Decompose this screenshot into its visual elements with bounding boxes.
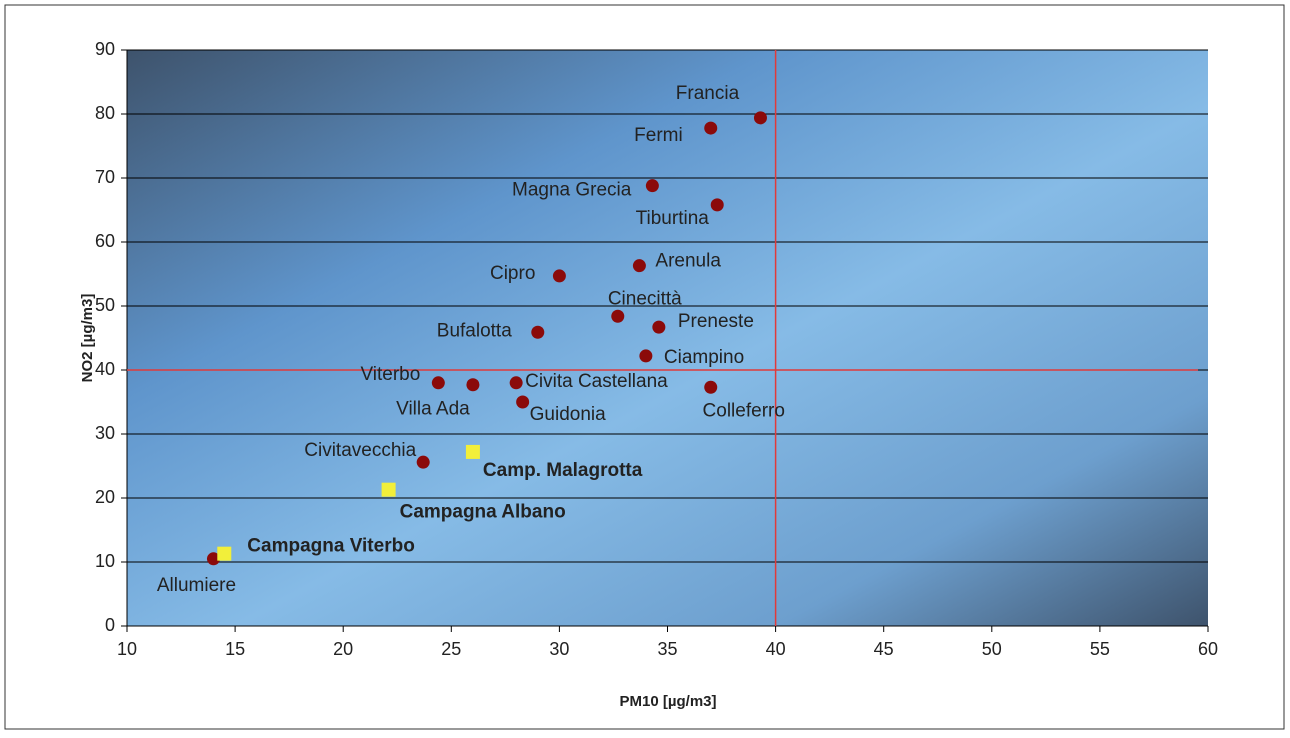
point-label: Francia <box>676 83 740 104</box>
y-tick-label: 40 <box>95 359 115 379</box>
x-tick-label: 15 <box>225 639 245 659</box>
x-tick-label: 55 <box>1090 639 1110 659</box>
y-tick-label: 0 <box>105 615 115 635</box>
point-label: Colleferro <box>703 400 785 421</box>
point <box>704 380 718 394</box>
y-tick-label: 70 <box>95 167 115 187</box>
y-tick-label: 10 <box>95 551 115 571</box>
x-tick-label: 35 <box>657 639 677 659</box>
x-tick-label: 45 <box>874 639 894 659</box>
point <box>206 552 220 566</box>
y-tick-label: 30 <box>95 423 115 443</box>
point-label: Fermi <box>634 125 683 146</box>
y-tick-label: 60 <box>95 231 115 251</box>
point <box>552 269 566 283</box>
y-tick-label: 50 <box>95 295 115 315</box>
point <box>652 320 666 334</box>
x-tick-label: 40 <box>766 639 786 659</box>
x-tick-label: 30 <box>549 639 569 659</box>
y-tick-label: 80 <box>95 103 115 123</box>
point <box>381 482 396 497</box>
point <box>217 546 232 561</box>
point <box>710 198 724 212</box>
point-label: Camp. Malagrotta <box>483 460 643 481</box>
point <box>431 376 445 390</box>
point-label: Cipro <box>490 263 535 284</box>
x-tick-label: 20 <box>333 639 353 659</box>
x-tick-label: 10 <box>117 639 137 659</box>
y-tick-label: 20 <box>95 487 115 507</box>
point <box>645 179 659 193</box>
point <box>632 259 646 273</box>
point-label: Cinecittà <box>608 288 682 309</box>
x-tick-label: 50 <box>982 639 1002 659</box>
point-label: Civitavecchia <box>304 440 416 461</box>
point-label: Allumiere <box>157 575 236 596</box>
point-label: Bufalotta <box>437 320 512 341</box>
point <box>753 111 767 125</box>
point <box>704 121 718 135</box>
point-label: Guidonia <box>530 404 606 425</box>
point <box>531 325 545 339</box>
point-label: Campagna Viterbo <box>247 536 415 557</box>
point-label: Arenula <box>655 251 721 272</box>
point-label: Preneste <box>678 311 754 332</box>
point <box>516 395 530 409</box>
point-label: Tiburtina <box>636 208 710 229</box>
point <box>465 444 480 459</box>
point <box>639 349 653 363</box>
point-label: Villa Ada <box>396 399 470 420</box>
point-label: Magna Grecia <box>512 180 632 201</box>
x-tick-label: 60 <box>1198 639 1218 659</box>
point-label: Ciampino <box>664 347 744 368</box>
point <box>509 376 523 390</box>
point <box>611 309 625 323</box>
y-tick-label: 90 <box>95 39 115 59</box>
x-axis-title: PM10 [µg/m3] <box>620 693 717 710</box>
point-label: Campagna Albano <box>400 502 566 523</box>
point-label: Viterbo <box>360 364 420 385</box>
point <box>416 455 430 469</box>
x-tick-label: 25 <box>441 639 461 659</box>
y-axis-title: NO2 [µg/m3] <box>79 294 96 383</box>
point-label: Civita Castellana <box>525 371 668 392</box>
plot-area <box>127 50 1208 626</box>
point <box>466 378 480 392</box>
